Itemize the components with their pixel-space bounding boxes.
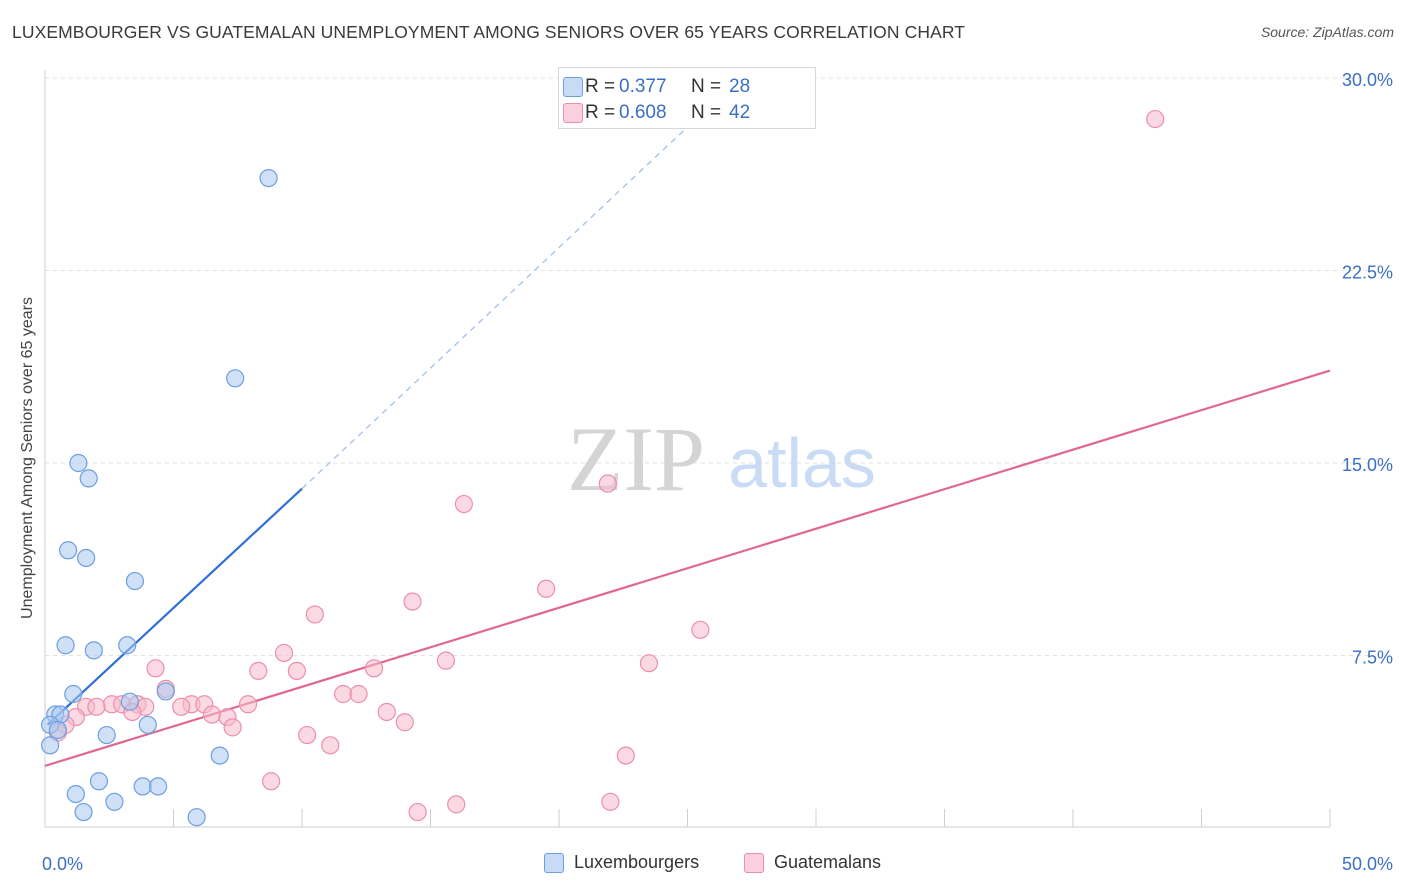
point-luxembourgers (148, 777, 168, 796)
point-luxembourgers (138, 715, 157, 734)
trend-lines (44, 90, 1331, 767)
data-points (41, 109, 1165, 827)
point-luxembourgers (133, 777, 152, 796)
legend-label-guatemalans: Guatemalans (774, 852, 882, 872)
point-luxembourgers (74, 802, 93, 822)
point-luxembourgers (156, 682, 175, 701)
x-tick-label: 50.0% (1342, 854, 1393, 874)
point-guatemalans (334, 684, 353, 704)
watermark-zip: ZIP (567, 408, 705, 510)
n-label: N = (691, 102, 722, 123)
point-luxembourgers (125, 571, 145, 591)
y-tick-label: 7.5% (1352, 648, 1393, 668)
point-luxembourgers (187, 808, 206, 827)
stats-swatch-blue (563, 77, 583, 97)
legend-item-guatemalans[interactable]: Guatemalans (744, 852, 881, 873)
point-guatemalans (598, 474, 617, 493)
point-guatemalans (403, 592, 422, 611)
point-luxembourgers (120, 692, 139, 711)
stats-row-guatemalans: R = 0.608 N = 42 (563, 100, 751, 126)
point-luxembourgers (97, 725, 116, 745)
point-guatemalans (287, 661, 306, 681)
point-luxembourgers (77, 548, 96, 568)
point-luxembourgers (56, 636, 75, 655)
point-luxembourgers (69, 453, 88, 473)
source-label: Source: ZipAtlas.com (1260, 24, 1394, 40)
point-luxembourgers (226, 369, 245, 388)
trend-line-luxembourgers (46, 487, 303, 726)
point-guatemalans (321, 736, 340, 755)
point-guatemalans (223, 718, 242, 737)
r-label: R = (585, 76, 616, 97)
r-value: 0.377 (619, 76, 667, 97)
point-guatemalans (238, 695, 258, 714)
point-guatemalans (298, 725, 317, 745)
y-tick-label: 30.0% (1342, 70, 1393, 90)
point-luxembourgers (59, 541, 78, 560)
point-guatemalans (447, 795, 466, 814)
chart-title: LUXEMBOURGER VS GUATEMALAN UNEMPLOYMENT … (12, 22, 966, 42)
point-luxembourgers (259, 169, 278, 188)
point-guatemalans (172, 697, 191, 716)
point-guatemalans (1146, 109, 1165, 129)
point-luxembourgers (66, 784, 85, 804)
legend-label-luxembourgers: Luxembourgers (574, 852, 700, 872)
point-guatemalans (87, 697, 106, 716)
point-luxembourgers (84, 641, 103, 660)
point-guatemalans (262, 772, 281, 791)
point-guatemalans (146, 659, 165, 678)
point-guatemalans (274, 643, 294, 663)
r-label: R = (585, 102, 616, 123)
point-guatemalans (639, 654, 659, 673)
legend-swatch-pink (744, 852, 764, 873)
x-tick-label: 0.0% (42, 854, 83, 874)
point-guatemalans (349, 684, 368, 704)
point-luxembourgers (118, 636, 137, 655)
point-guatemalans (691, 620, 710, 639)
r-value: 0.608 (619, 102, 667, 123)
n-value: 42 (729, 102, 751, 123)
point-guatemalans (408, 802, 427, 822)
point-luxembourgers (41, 736, 60, 755)
point-guatemalans (395, 713, 414, 732)
watermark: ZIP atlas (567, 408, 876, 510)
gridlines (45, 77, 1370, 656)
trend-line-luxembourgers-extension (301, 90, 727, 490)
point-luxembourgers (48, 720, 67, 740)
trend-line-guatemalans (44, 369, 1331, 767)
point-guatemalans (601, 792, 620, 811)
n-value: 28 (729, 76, 751, 97)
y-tick-label: 15.0% (1342, 455, 1393, 475)
stats-legend-box: R = 0.377 N = 28 R = 0.608 N = 42 (558, 67, 816, 129)
axes (44, 70, 1331, 828)
point-luxembourgers (79, 469, 98, 488)
point-guatemalans (249, 661, 268, 681)
point-luxembourgers (89, 772, 109, 791)
point-guatemalans (305, 605, 324, 624)
legend-swatch-blue (544, 852, 564, 873)
point-guatemalans (364, 659, 384, 678)
watermark-atlas: atlas (728, 424, 876, 502)
series-legend: Luxembourgers Guatemalans (0, 852, 1406, 878)
stats-row-luxembourgers: R = 0.377 N = 28 (563, 74, 751, 100)
point-luxembourgers (64, 684, 83, 704)
tick-labels: 7.5% 15.0% 22.5% 30.0% 0.0% 50.0% (42, 70, 1393, 874)
point-guatemalans (616, 746, 635, 765)
stats-swatch-pink (563, 103, 583, 123)
point-guatemalans (436, 651, 456, 670)
y-tick-label: 22.5% (1342, 263, 1393, 283)
point-luxembourgers (105, 792, 124, 811)
point-guatemalans (377, 702, 396, 722)
legend-item-luxembourgers[interactable]: Luxembourgers (544, 852, 699, 873)
point-luxembourgers (210, 746, 229, 765)
point-guatemalans (537, 579, 556, 598)
point-guatemalans (202, 705, 222, 724)
n-label: N = (691, 76, 722, 97)
point-guatemalans (454, 494, 474, 514)
